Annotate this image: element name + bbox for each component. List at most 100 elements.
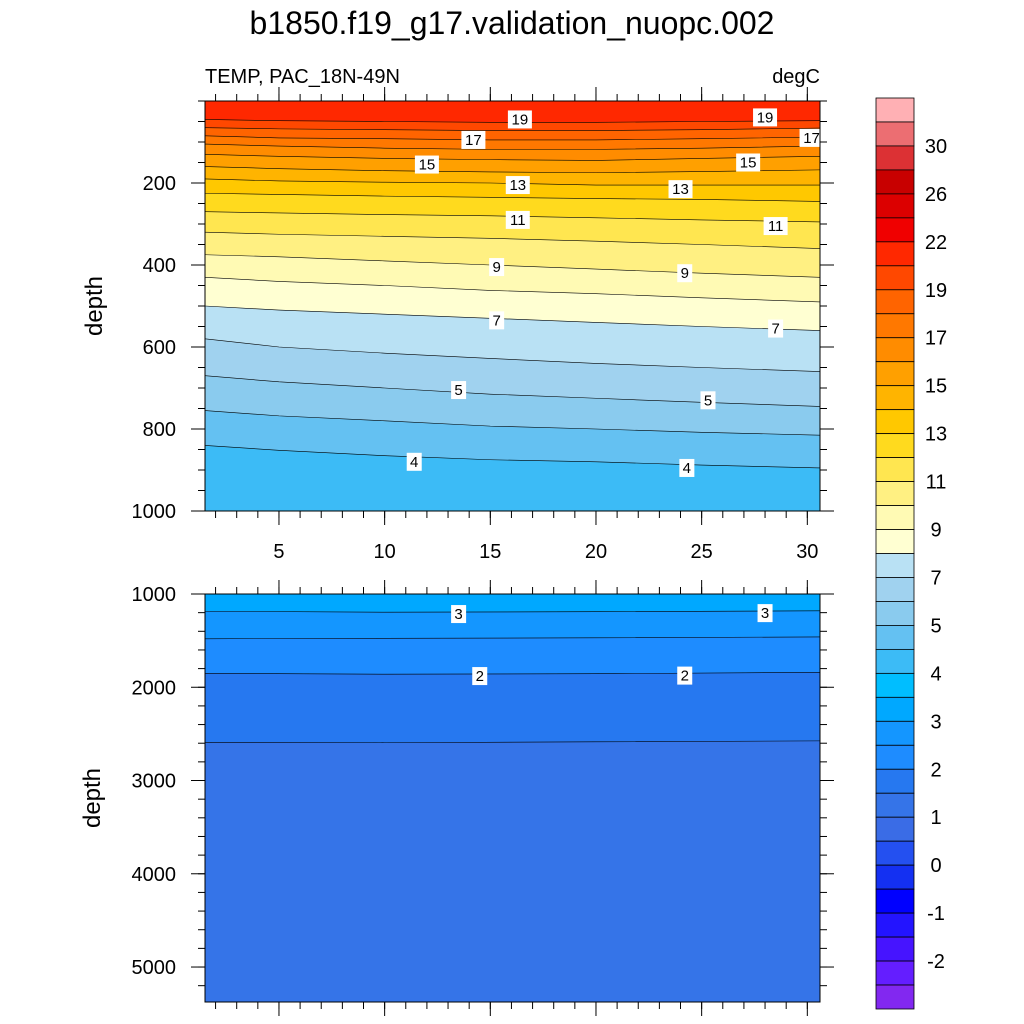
contour-label-box [799, 128, 824, 147]
isotherm-line [204, 119, 821, 123]
colorbar-swatch [875, 193, 915, 219]
y-tick-label: 5000 [132, 957, 177, 979]
isotherm-line [204, 672, 821, 675]
isotherm-line [204, 610, 821, 613]
contour-label: 4 [410, 454, 418, 471]
contour-label-box [768, 319, 784, 338]
colorbar-swatch [875, 720, 915, 746]
colorbar-label: 15 [925, 376, 947, 398]
x-tick-label: 5 [273, 541, 284, 563]
colorbar-label: 11 [926, 472, 947, 494]
colorbar-swatch [875, 960, 915, 986]
colorbar-swatch [875, 912, 915, 938]
colorbar-swatch [875, 936, 915, 962]
contour-fill-band [204, 593, 821, 613]
contour-fill-band [204, 636, 821, 675]
contour-label-box [451, 381, 467, 400]
y-tick-label: 4000 [132, 864, 177, 886]
isotherm-line [204, 410, 821, 436]
y-tick-label: 400 [143, 255, 176, 277]
colorbar-swatch [875, 625, 915, 650]
contour-label: 3 [761, 605, 769, 622]
colorbar-label: 19 [925, 280, 947, 302]
y-tick-label: 2000 [132, 677, 177, 699]
contour-label: 7 [492, 312, 500, 329]
left-subtitle: TEMP, PAC_18N-49N [205, 66, 400, 88]
colorbar-label: 3 [930, 711, 941, 733]
lower-contour-panel: 3 3 2 2 1000 2000 3000 4000 5000 [132, 580, 834, 1016]
colorbar-swatch [875, 529, 915, 554]
contour-label-box [507, 110, 532, 129]
colorbar-swatch [875, 696, 915, 722]
colorbar-swatch [875, 577, 915, 602]
colorbar-swatch [875, 121, 915, 147]
colorbar-label: -1 [927, 903, 945, 925]
contour-label: 11 [510, 212, 526, 229]
colorbar-swatch [875, 457, 915, 482]
x-tick-label: 20 [585, 541, 607, 563]
colorbar-swatch [875, 313, 915, 339]
upper-contour-panel: 19 19 17 17 15 15 13 13 11 11 9 9 7 7 5 5 4 4 200 400 600 800… [132, 87, 834, 563]
contour-label-box [700, 391, 716, 410]
y-tick-label: 1000 [132, 501, 177, 523]
contour-fill-band [204, 610, 821, 640]
colorbar-swatch [875, 864, 915, 890]
colorbar-swatch [875, 361, 915, 387]
contour-label: 3 [454, 606, 462, 623]
colorbar-swatch [875, 433, 915, 459]
contour-label-box [451, 605, 467, 624]
colorbar-swatch [875, 169, 915, 195]
contour-label: 19 [757, 109, 774, 126]
colorbar-swatch [875, 265, 915, 291]
colorbar-swatch [875, 385, 915, 411]
contour-label-box [763, 217, 788, 236]
contour-label-box [472, 667, 488, 686]
isotherm-line [204, 143, 821, 150]
colorbar-swatch [875, 984, 915, 1010]
colorbar-swatch [875, 241, 915, 267]
colorbar-swatch [875, 744, 915, 770]
colorbar-swatch [875, 792, 915, 818]
isotherm-line [204, 178, 820, 186]
contour-label-box [489, 258, 505, 277]
isotherm-line [204, 445, 821, 469]
colorbar-swatch [875, 888, 915, 914]
plot-frame [204, 593, 821, 1003]
y-axis-label-bottom: depth [79, 768, 106, 828]
isotherm-line [204, 338, 821, 372]
x-tick-label: 25 [691, 541, 713, 563]
colorbar-label: 0 [930, 855, 941, 877]
colorbar-swatch [875, 145, 915, 171]
colorbar-label: 30 [925, 136, 947, 158]
y-tick-label: 600 [143, 337, 176, 359]
colorbar-label: 5 [930, 615, 941, 637]
contour-label: 7 [771, 321, 779, 338]
contour-fill-band [204, 672, 821, 744]
x-tick-label: 30 [796, 541, 818, 563]
contour-label: 15 [419, 157, 436, 174]
colorbar-swatch [875, 337, 915, 363]
colorbar-swatch [875, 816, 915, 842]
contour-label: 17 [803, 130, 820, 147]
colorbar-swatch [875, 648, 915, 674]
contour-label: 17 [465, 132, 482, 149]
contour-label-box [668, 180, 693, 199]
contour-label-box [406, 452, 422, 471]
isotherm-line [204, 154, 821, 161]
colorbar-label: 9 [930, 520, 941, 542]
y-axis-label-top: depth [81, 276, 108, 336]
colorbar: 30 26 22 19 17 15 13 11 9 7 5 4 3 2 1 0 -1 -2 [875, 97, 947, 1010]
isotherm-line [204, 277, 821, 303]
colorbar-swatch [875, 768, 915, 794]
y-tick-label: 200 [143, 173, 176, 195]
isotherm-line [204, 231, 821, 249]
colorbar-swatch [875, 409, 915, 435]
contour-label: 4 [683, 460, 691, 477]
isotherm-line [204, 127, 821, 131]
contour-label: 13 [672, 181, 689, 198]
contour-label: 11 [768, 218, 784, 235]
colorbar-label: 2 [930, 759, 941, 781]
colorbar-swatch [875, 217, 915, 243]
colorbar-label: 17 [925, 328, 947, 350]
